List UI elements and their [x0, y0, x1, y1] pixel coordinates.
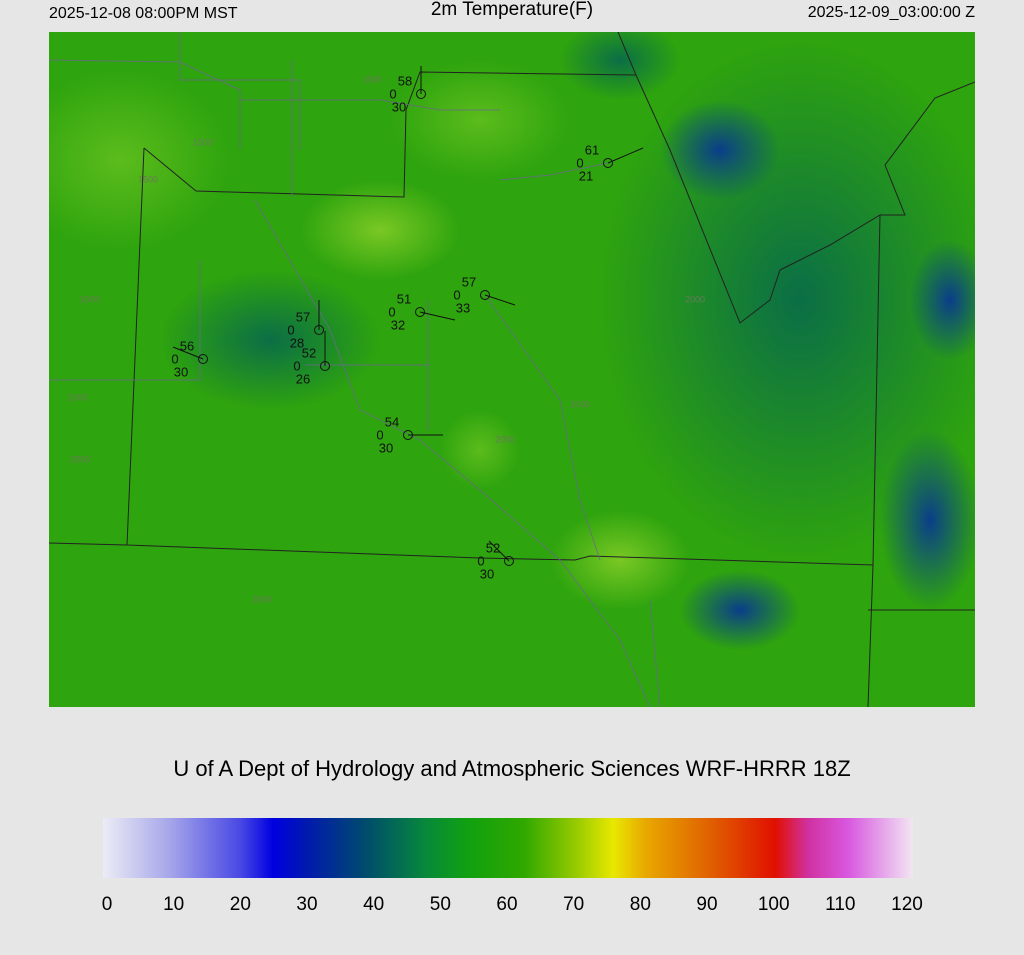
- colorbar-tick: 70: [563, 894, 584, 915]
- contour-label: 2500: [252, 594, 272, 604]
- contour-label: 2000: [570, 399, 590, 409]
- valid-time: 2025-12-08 08:00PM MST: [49, 5, 238, 22]
- station-value: 0: [477, 553, 484, 568]
- colorbar-tick: 0: [102, 894, 113, 915]
- station-circle: [603, 158, 613, 168]
- colorbar-tick: 100: [758, 894, 790, 915]
- station-dewpoint: 30: [392, 99, 406, 114]
- station-dewpoint: 30: [174, 364, 188, 379]
- station-temp: 58: [398, 73, 412, 88]
- station-temp: 57: [462, 274, 476, 289]
- station-circle: [504, 556, 514, 566]
- station-dewpoint: 33: [456, 300, 470, 315]
- station-circle: [314, 325, 324, 335]
- colorbar-tick: 40: [363, 894, 384, 915]
- station-value: 0: [287, 322, 294, 337]
- station-value: 0: [293, 358, 300, 373]
- station-temp: 57: [296, 309, 310, 324]
- station-value: 0: [376, 427, 383, 442]
- station-temp: 51: [397, 291, 411, 306]
- station-dewpoint: 30: [480, 566, 494, 581]
- station-temp: 56: [180, 338, 194, 353]
- colorbar-tick: 60: [496, 894, 517, 915]
- contour-label: 2000: [495, 434, 515, 444]
- station-circle: [415, 307, 425, 317]
- colorbar-tick: 110: [825, 894, 855, 915]
- contour-label: 1500: [193, 137, 213, 147]
- colorbar-tick: 30: [296, 894, 317, 915]
- footer: U of A Dept of Hydrology and Atmospheric…: [173, 756, 850, 781]
- map: [49, 32, 975, 707]
- contour-label: 2000: [80, 294, 100, 304]
- station-temp: 61: [585, 142, 599, 157]
- station-value: 0: [576, 155, 583, 170]
- station-value: 0: [453, 287, 460, 302]
- station-circle: [320, 361, 330, 371]
- colorbar-tick: 50: [430, 894, 451, 915]
- station-circle: [480, 290, 490, 300]
- station-dewpoint: 30: [379, 440, 393, 455]
- utc-time: 2025-12-09_03:00:00 Z: [808, 4, 975, 21]
- station-value: 0: [388, 304, 395, 319]
- station-value: 0: [389, 86, 396, 101]
- station-value: 0: [171, 351, 178, 366]
- wind-barb: [419, 311, 456, 321]
- station-circle: [416, 89, 426, 99]
- station-dewpoint: 32: [391, 317, 405, 332]
- station-circle: [403, 430, 413, 440]
- colorbar: [103, 818, 913, 878]
- station-temp: 52: [486, 540, 500, 555]
- contour-label: 2000: [685, 294, 705, 304]
- contour-label: 2000: [68, 392, 88, 402]
- wind-barb: [172, 346, 204, 360]
- map-title: 2m Temperature(F): [431, 0, 593, 20]
- wind-barb: [484, 294, 516, 306]
- colorbar-tick: 10: [163, 894, 184, 915]
- colorbar-tick: 20: [230, 894, 251, 915]
- colorbar-tick: 120: [891, 894, 923, 915]
- contour-label: 1500: [362, 74, 382, 84]
- wind-barb: [607, 147, 644, 164]
- station-temp: 52: [302, 345, 316, 360]
- station-dewpoint: 21: [579, 168, 593, 183]
- station-dewpoint: 26: [296, 371, 310, 386]
- colorbar-tick: 80: [630, 894, 651, 915]
- contour-label: 1500: [138, 174, 158, 184]
- colorbar-tick: 90: [696, 894, 717, 915]
- station-temp: 54: [385, 414, 399, 429]
- station-circle: [198, 354, 208, 364]
- station-dewpoint: 28: [290, 335, 304, 350]
- contour-label: 2500: [70, 454, 90, 464]
